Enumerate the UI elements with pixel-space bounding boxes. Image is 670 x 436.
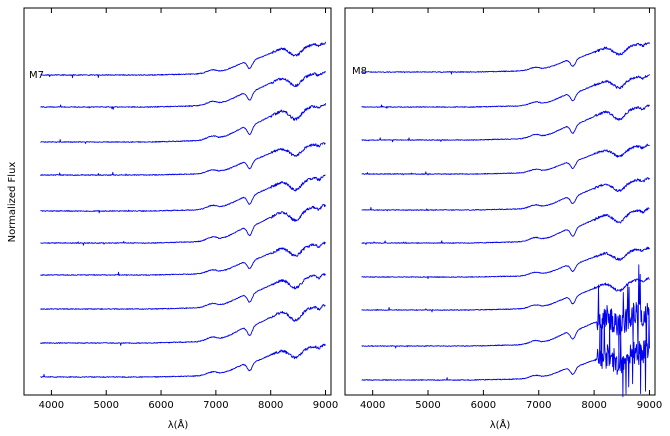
left-x-ticks: 4000 5000 6000 7000 8000 9000 bbox=[39, 8, 338, 411]
right-x-ticks: 4000 5000 6000 7000 8000 9000 bbox=[360, 8, 662, 411]
spectrum-line bbox=[361, 74, 650, 109]
x-tick-label: 7000 bbox=[203, 400, 228, 411]
spectrum-line bbox=[40, 71, 326, 110]
spectrum-line bbox=[40, 273, 326, 310]
spectrum-line bbox=[361, 264, 650, 367]
right-panel: M8 4000 5000 6000 7000 8000 9000 λ(Å) bbox=[344, 7, 662, 431]
spectrum-line bbox=[361, 42, 650, 75]
left-axes-frame bbox=[23, 7, 332, 396]
x-tick-label: 9000 bbox=[313, 400, 338, 411]
left-spectra bbox=[40, 41, 326, 378]
x-tick-label: 8000 bbox=[581, 400, 606, 411]
spectrum-line bbox=[361, 207, 650, 245]
x-tick-label: 4000 bbox=[360, 400, 385, 411]
spectrum-line bbox=[40, 174, 326, 214]
y-axis-label: Normalized Flux bbox=[7, 162, 18, 243]
spectrum-line bbox=[361, 143, 650, 176]
spectrum-line bbox=[361, 104, 650, 143]
left-x-axis-label: λ(Å) bbox=[168, 418, 189, 431]
x-tick-label: 9000 bbox=[637, 400, 662, 411]
right-x-axis-label: λ(Å) bbox=[490, 418, 511, 431]
right-axes-frame bbox=[344, 7, 656, 396]
spectrum-line bbox=[40, 241, 326, 276]
spectrum-line bbox=[361, 308, 650, 398]
spectrum-line bbox=[361, 277, 650, 313]
spectrum-line bbox=[40, 203, 326, 246]
spectrum-line bbox=[40, 343, 326, 378]
x-tick-label: 5000 bbox=[415, 400, 440, 411]
spectrum-line bbox=[361, 177, 650, 212]
spectrum-line bbox=[40, 142, 326, 176]
x-tick-label: 4000 bbox=[39, 400, 64, 411]
spectrum-line bbox=[40, 103, 326, 144]
left-panel: M7 4000 5000 6000 7000 8000 9000 λ(Å) Normali… bbox=[7, 7, 338, 431]
spectrum-line bbox=[40, 304, 326, 346]
right-type-label: M8 bbox=[352, 66, 367, 77]
spectrum-line bbox=[361, 246, 650, 280]
x-tick-label: 6000 bbox=[148, 400, 173, 411]
x-tick-label: 6000 bbox=[471, 400, 496, 411]
left-type-label: M7 bbox=[29, 70, 44, 81]
right-spectra bbox=[361, 42, 650, 398]
x-tick-label: 8000 bbox=[258, 400, 283, 411]
x-tick-label: 5000 bbox=[94, 400, 119, 411]
x-tick-label: 7000 bbox=[526, 400, 551, 411]
spectrum-line bbox=[40, 41, 326, 79]
